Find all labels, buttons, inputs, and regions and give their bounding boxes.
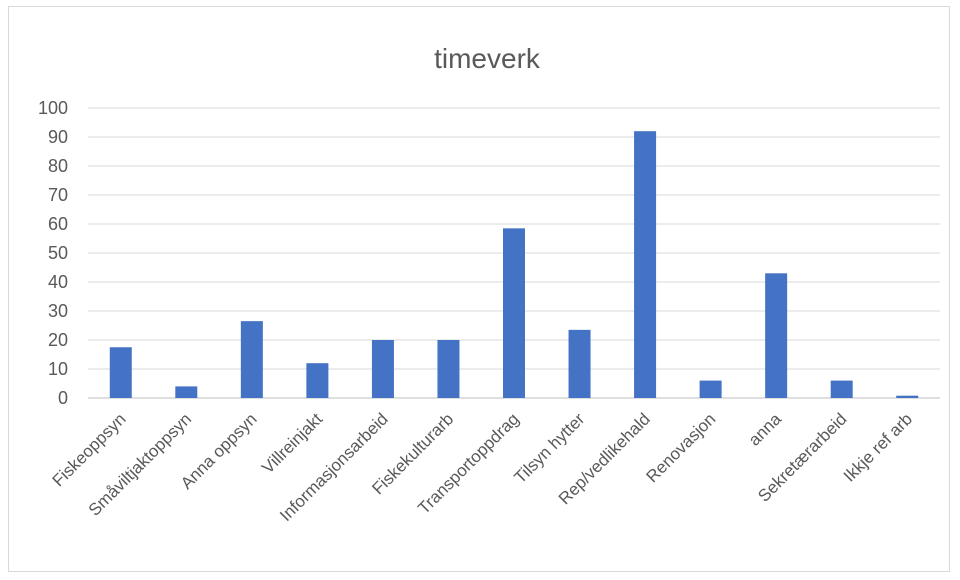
- bar: [175, 386, 198, 398]
- y-tick-label: 90: [48, 127, 68, 147]
- y-tick-label: 10: [48, 359, 68, 379]
- bar: [896, 395, 919, 398]
- y-tick-label: 50: [48, 243, 68, 263]
- bar: [765, 273, 788, 398]
- bar: [503, 228, 525, 398]
- bar: [306, 363, 329, 398]
- x-tick-label: anna: [745, 409, 786, 450]
- bars: [109, 131, 919, 398]
- y-axis-ticks: 0 10 20 30 40 50 60 70 80 90 100: [38, 98, 68, 408]
- y-tick-label: 100: [38, 98, 68, 118]
- y-tick-label: 0: [58, 388, 68, 408]
- x-tick-label: Ikkje ref arb: [840, 409, 916, 485]
- bar: [830, 380, 853, 398]
- y-tick-label: 70: [48, 185, 68, 205]
- gridlines: [88, 107, 940, 399]
- bar: [568, 329, 591, 398]
- y-tick-label: 40: [48, 272, 68, 292]
- bar: [699, 380, 722, 398]
- bar: [634, 131, 657, 398]
- x-tick-label: Renovasjon: [643, 409, 720, 486]
- y-tick-label: 20: [48, 330, 68, 350]
- chart-title: timeverk: [434, 43, 541, 74]
- bar: [109, 347, 132, 398]
- bar: [240, 321, 263, 398]
- y-tick-label: 30: [48, 301, 68, 321]
- bar: [437, 340, 460, 398]
- x-tick-label: Villreinjakt: [258, 409, 326, 477]
- y-tick-label: 80: [48, 156, 68, 176]
- chart-frame: [8, 6, 950, 572]
- bar: [371, 340, 394, 398]
- x-tick-label: Informasjonsarbeid: [276, 409, 392, 525]
- y-tick-label: 60: [48, 214, 68, 234]
